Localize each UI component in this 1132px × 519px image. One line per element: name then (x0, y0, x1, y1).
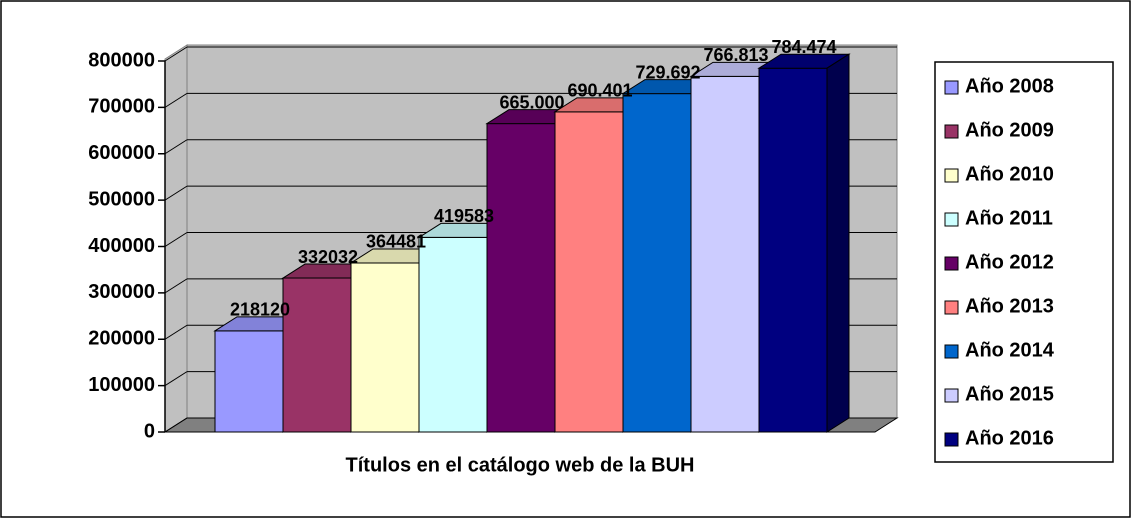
y-tick-label: 600000 (88, 142, 155, 164)
grid-line-side (164, 324, 188, 340)
legend-label: Año 2016 (965, 427, 1054, 449)
bar (282, 277, 352, 433)
data-label: 766.813 (703, 45, 768, 65)
legend-swatch (944, 432, 959, 447)
legend-box (934, 61, 1114, 463)
legend-label: Año 2013 (965, 295, 1054, 317)
bar (350, 262, 420, 433)
bar (758, 67, 828, 433)
legend-swatch (944, 300, 959, 315)
bar (554, 111, 624, 433)
grid-line-side (164, 139, 188, 155)
bar (690, 75, 760, 433)
data-label: 665.000 (499, 92, 564, 112)
grid-line-side (164, 417, 188, 433)
legend-label: Año 2011 (965, 207, 1053, 229)
grid-line-side (164, 46, 188, 62)
x-category-label: Títulos en el catálogo web de la BUH (346, 454, 695, 476)
y-tick-label: 100000 (88, 374, 155, 396)
legend-label: Año 2012 (965, 251, 1054, 273)
legend-label: Año 2008 (965, 75, 1054, 97)
y-tick-label: 300000 (88, 281, 155, 303)
y-tick-label: 400000 (88, 235, 155, 257)
data-label: 784.474 (771, 37, 836, 57)
legend-label: Año 2009 (965, 119, 1054, 141)
legend-swatch (944, 344, 959, 359)
grid-line-side (164, 371, 188, 387)
bar (622, 93, 692, 433)
y-tick-label: 0 (144, 420, 155, 442)
legend-swatch (944, 80, 959, 95)
data-label: 419583 (434, 206, 494, 226)
legend-swatch (944, 168, 959, 183)
grid-line-side (164, 232, 188, 247)
grid-line-side (164, 278, 188, 294)
legend-swatch (944, 124, 959, 139)
grid-line-side (164, 185, 188, 201)
bar (214, 330, 284, 433)
legend-swatch (944, 212, 959, 227)
data-label: 364481 (366, 232, 426, 252)
data-label: 690.401 (567, 81, 632, 101)
legend-swatch (944, 388, 959, 403)
bar (486, 123, 556, 433)
grid-line-side (164, 92, 188, 108)
legend-label: Año 2014 (965, 339, 1055, 361)
data-label: 729.692 (635, 62, 700, 82)
legend-label: Año 2010 (965, 163, 1054, 185)
y-tick-label: 500000 (88, 188, 155, 210)
y-tick-label: 800000 (88, 49, 155, 71)
data-label: 218120 (230, 300, 290, 320)
data-label: 332032 (298, 247, 358, 267)
y-tick-label: 200000 (88, 328, 155, 350)
legend-label: Año 2015 (965, 383, 1054, 405)
legend-swatch (944, 256, 959, 271)
bar-side (826, 53, 850, 433)
y-tick-label: 700000 (88, 96, 155, 118)
bar (418, 236, 488, 433)
